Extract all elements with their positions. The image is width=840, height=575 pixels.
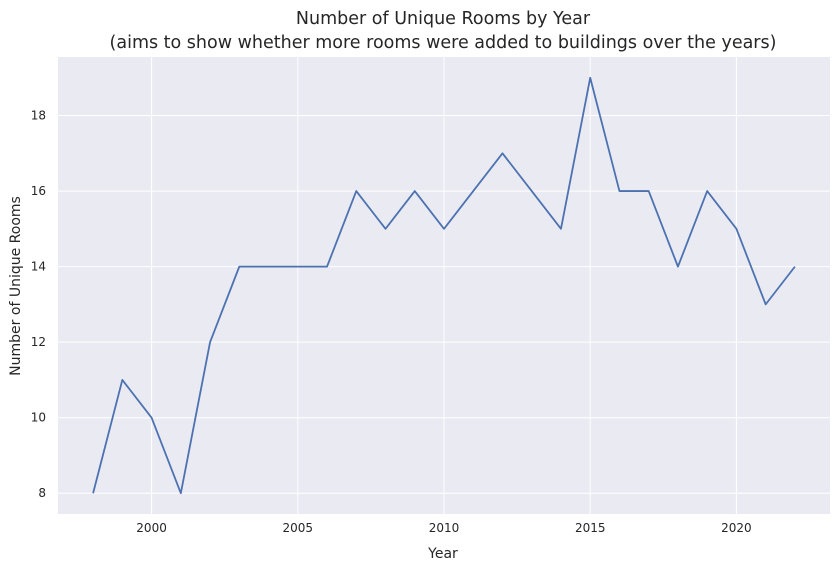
chart-title: Number of Unique Rooms by Year (296, 9, 591, 29)
gridlines (58, 57, 830, 514)
y-tick-label: 18 (31, 109, 46, 123)
y-axis-label: Number of Unique Rooms (8, 196, 24, 376)
tick-labels: 2000 2005 2010 2015 2020 8 10 12 14 16 18 (31, 109, 752, 535)
y-tick-label: 16 (31, 184, 46, 198)
series-layer (92, 76, 796, 495)
x-tick-label: 2000 (136, 521, 167, 535)
y-tick-label: 12 (31, 335, 46, 349)
y-tick-label: 10 (31, 411, 46, 425)
x-tick-label: 2015 (575, 521, 606, 535)
chart-subtitle: (aims to show whether more rooms were ad… (110, 33, 777, 53)
x-axis-label: Year (427, 546, 458, 562)
series-line-0 (92, 76, 796, 495)
x-tick-label: 2005 (283, 521, 314, 535)
y-tick-label: 14 (31, 260, 46, 274)
x-tick-label: 2010 (429, 521, 460, 535)
y-tick-label: 8 (38, 486, 46, 500)
x-tick-label: 2020 (721, 521, 752, 535)
